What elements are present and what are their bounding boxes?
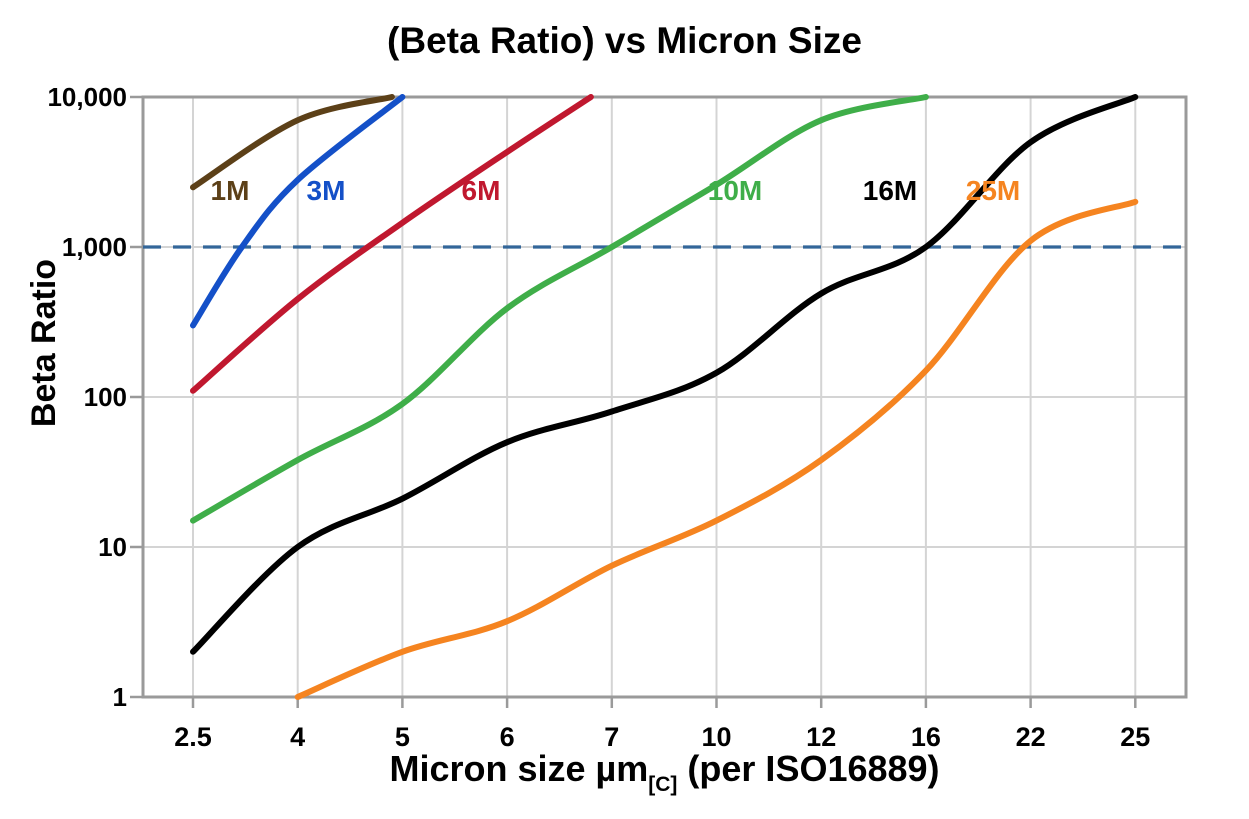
series-curve-6M (190, 94, 594, 394)
y-tick-label-10: 10 (98, 532, 127, 562)
x-tick-label-7: 7 (604, 722, 619, 752)
plot-frame (141, 95, 1188, 699)
x-tick-label-22: 22 (1016, 722, 1046, 752)
x-tick-label-2.5: 2.5 (174, 722, 212, 752)
x-tick-label-5: 5 (395, 722, 410, 752)
x-tick-label-10: 10 (701, 722, 731, 752)
series-curve-3M (190, 94, 406, 329)
series-label-25M: 25M (966, 175, 1020, 206)
chart-title: (Beta Ratio) vs Micron Size (387, 20, 862, 61)
series-label-3M: 3M (307, 175, 346, 206)
series-label-16M: 16M (863, 175, 917, 206)
y-tick-label-10,000: 10,000 (47, 82, 127, 112)
x-tick-label-25: 25 (1120, 722, 1150, 752)
x-tick-label-6: 6 (500, 722, 515, 752)
x-axis-title-tail: (per ISO16889) (677, 748, 940, 789)
x-tick-label-4: 4 (290, 722, 305, 752)
series-curve-25M (294, 198, 1139, 700)
y-tick-label-1: 1 (113, 682, 127, 712)
x-axis-title: Micron size µm[C] (per ISO16889) (143, 748, 1186, 796)
series-curve-1M (190, 94, 395, 191)
series-curve-10M (190, 94, 929, 524)
x-axis-title-main: Micron size µm (389, 748, 649, 789)
series-label-1M: 1M (211, 175, 250, 206)
series-curve-16M (190, 94, 1139, 655)
x-tick-label-16: 16 (911, 722, 941, 752)
y-tick-label-1,000: 1,000 (62, 232, 127, 262)
y-axis-title: Beta Ratio (25, 258, 63, 428)
series-label-10M: 10M (708, 175, 762, 206)
series-label-6M: 6M (462, 175, 501, 206)
y-tick-label-100: 100 (84, 382, 127, 412)
x-tick-label-12: 12 (806, 722, 836, 752)
x-axis-title-subscript: [C] (648, 773, 678, 796)
